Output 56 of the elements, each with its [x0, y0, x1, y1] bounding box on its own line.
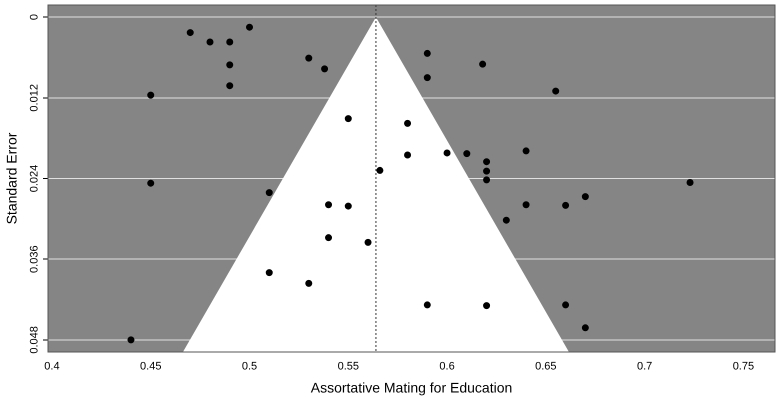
y-tick-label: 0.012 — [28, 84, 41, 112]
x-tick-label: 0.45 — [140, 360, 162, 373]
point — [562, 301, 570, 308]
point — [186, 29, 194, 36]
x-tick-label: 0.65 — [535, 360, 557, 373]
point — [686, 179, 694, 186]
point — [364, 238, 372, 246]
y-tick-label: 0.036 — [28, 245, 41, 273]
y-tick-label: 0.048 — [28, 326, 41, 354]
y-axis-title: Standard Error — [3, 132, 20, 224]
point — [582, 193, 589, 200]
point — [483, 158, 490, 166]
point — [479, 60, 486, 68]
y-tick-label: 0 — [28, 14, 41, 20]
point — [562, 202, 570, 209]
point — [266, 189, 273, 196]
point — [147, 180, 154, 187]
point — [483, 302, 490, 310]
x-tick-label: 0.5 — [242, 360, 258, 373]
point — [444, 149, 451, 156]
point — [522, 147, 530, 154]
point — [344, 202, 352, 210]
point — [424, 50, 431, 57]
x-tick-label: 0.7 — [636, 360, 652, 373]
point — [344, 115, 352, 122]
point — [404, 120, 412, 127]
x-axis-title: Assortative Mating for Education — [310, 379, 512, 396]
point — [325, 234, 332, 242]
point — [147, 92, 154, 99]
point — [305, 54, 312, 62]
x-tick-label: 0.55 — [338, 360, 359, 373]
point — [226, 82, 234, 90]
point — [463, 150, 470, 158]
point — [321, 65, 328, 72]
y-tick-label: 0.024 — [28, 164, 41, 192]
x-tick-label: 0.4 — [44, 360, 60, 373]
x-tick-label: 0.75 — [732, 360, 754, 373]
point — [404, 151, 412, 158]
point — [424, 301, 431, 308]
point — [226, 38, 234, 46]
point — [206, 38, 214, 46]
point — [483, 176, 490, 184]
point — [582, 324, 589, 332]
point — [246, 24, 254, 31]
point — [483, 168, 490, 175]
x-tick-label: 0.6 — [439, 360, 455, 373]
point — [226, 61, 234, 68]
point — [424, 74, 431, 82]
point — [552, 88, 560, 95]
point — [522, 201, 530, 208]
point — [502, 216, 510, 224]
point — [305, 280, 312, 287]
point — [325, 201, 332, 208]
point — [376, 166, 384, 174]
point — [266, 269, 273, 276]
point — [127, 336, 134, 344]
